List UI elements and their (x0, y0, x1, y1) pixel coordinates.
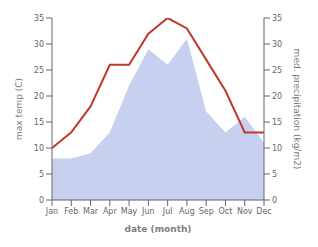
svg-text:Aug: Aug (179, 207, 195, 216)
svg-text:Sep: Sep (199, 207, 214, 216)
svg-text:30: 30 (34, 40, 44, 49)
svg-text:Nov: Nov (237, 207, 253, 216)
svg-text:Apr: Apr (103, 207, 118, 216)
svg-text:med. precipitation (kg/m2): med. precipitation (kg/m2) (292, 49, 302, 170)
svg-text:30: 30 (272, 40, 282, 49)
svg-text:35: 35 (272, 14, 282, 23)
svg-text:25: 25 (272, 66, 282, 75)
svg-text:May: May (121, 207, 138, 216)
svg-text:Jul: Jul (162, 207, 173, 216)
svg-text:Mar: Mar (83, 207, 99, 216)
svg-text:Dec: Dec (256, 207, 271, 216)
svg-text:Oct: Oct (219, 207, 233, 216)
svg-text:max temp (C): max temp (C) (14, 78, 24, 140)
svg-text:35: 35 (34, 14, 44, 23)
svg-text:date (month): date (month) (125, 224, 192, 234)
svg-text:5: 5 (272, 170, 277, 179)
svg-text:20: 20 (272, 92, 282, 101)
svg-text:15: 15 (272, 118, 282, 127)
svg-text:0: 0 (272, 196, 277, 205)
svg-text:5: 5 (39, 170, 44, 179)
svg-text:10: 10 (272, 144, 282, 153)
svg-text:10: 10 (34, 144, 44, 153)
svg-text:15: 15 (34, 118, 44, 127)
svg-text:0: 0 (39, 196, 44, 205)
svg-text:25: 25 (34, 66, 44, 75)
svg-text:Feb: Feb (64, 207, 78, 216)
svg-text:Jan: Jan (45, 207, 58, 216)
svg-text:20: 20 (34, 92, 44, 101)
svg-text:Jun: Jun (141, 207, 155, 216)
